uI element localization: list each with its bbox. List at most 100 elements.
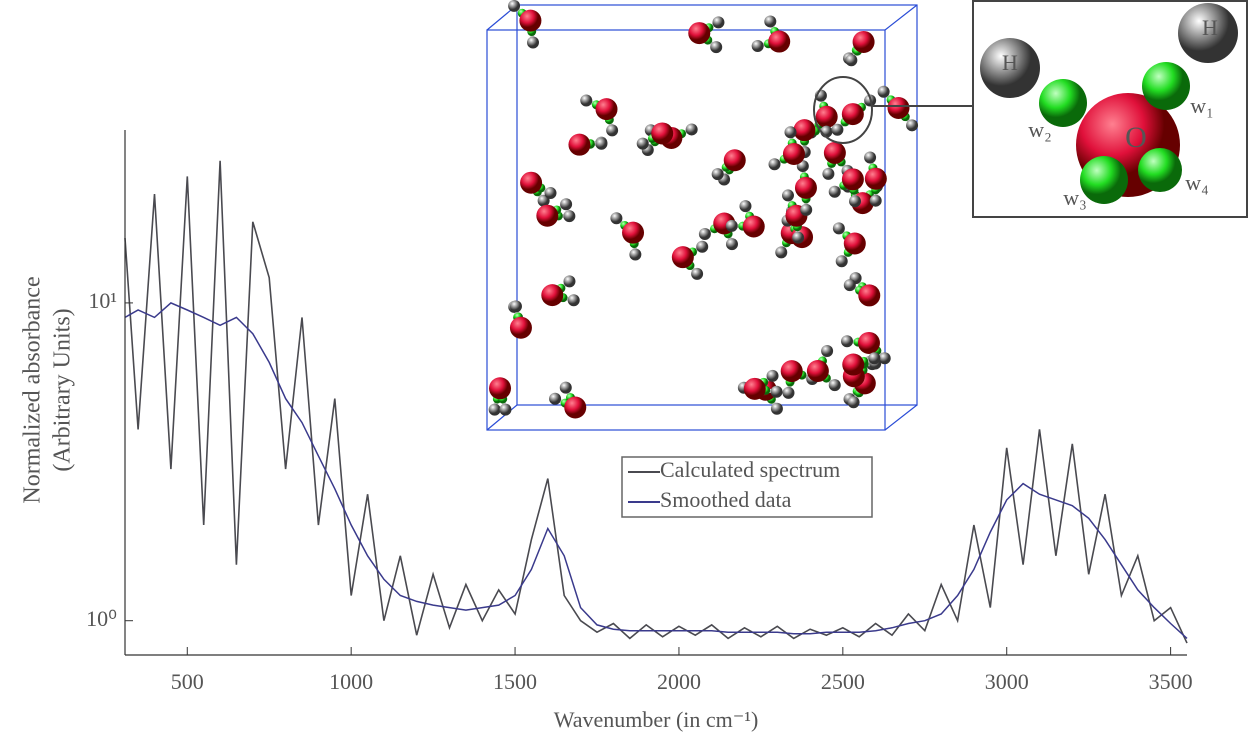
atom [864,151,877,164]
atom [841,168,864,191]
atom [595,98,618,121]
atom [712,16,725,29]
atom [878,352,891,365]
atom [685,123,698,136]
atom [489,377,512,400]
atom [559,381,572,394]
inset-box [486,4,918,431]
atom [488,403,501,416]
atom [868,352,881,365]
atom [852,30,875,53]
zoom-molecule [980,3,1238,204]
atom [519,9,542,32]
y-tick-label: 10⁰ [86,606,117,631]
atom [906,119,919,132]
atom [782,143,805,166]
atom [671,246,694,269]
x-tick-label: 3000 [985,669,1029,694]
atom [696,240,709,253]
atom [864,167,887,190]
x-axis-label: Wavenumber (in cm⁻¹) [554,707,759,732]
atom [629,248,642,261]
atom [508,0,521,12]
legend-label: Smoothed data [660,487,792,512]
atom [770,402,783,415]
atom [520,171,543,194]
atom [698,227,711,240]
atom [688,22,711,45]
atom [606,124,619,137]
atom [768,158,781,171]
y-tick-label: 10¹ [88,288,117,313]
atom [781,189,794,202]
atom [792,231,805,244]
atom-label: H [1202,15,1218,40]
atom [847,396,860,409]
atom [636,137,649,150]
atom [743,377,766,400]
atom [725,219,738,232]
atom [725,238,738,251]
atom [622,221,645,244]
atom [499,403,512,416]
site-label: w₂ [1028,117,1052,142]
atom [784,126,797,139]
atom [887,97,910,120]
atom [841,335,854,348]
atom [782,386,795,399]
atom [831,123,844,136]
atom [567,294,580,307]
atom [849,195,862,208]
atom [710,41,723,54]
atom [800,203,813,216]
site-label: w₁ [1190,93,1214,118]
atom [843,232,866,255]
atom [815,105,838,128]
atom [764,15,777,28]
atom [877,85,890,98]
atom [857,331,880,354]
atom [711,168,724,181]
x-tick-label: 1000 [329,669,373,694]
atom-label: O [1125,121,1147,154]
atom [595,137,608,150]
atom [766,369,779,382]
atom [841,103,864,126]
atom [544,187,557,200]
x-tick-label: 3500 [1149,669,1193,694]
atom [828,379,841,392]
atom [527,36,540,49]
x-tick-label: 500 [171,669,204,694]
atom [563,210,576,223]
atom [580,94,593,107]
atom [691,267,704,280]
atom [793,119,816,142]
site-label: w₃ [1063,185,1087,210]
atom [739,200,752,213]
atom [806,360,829,383]
atom [768,30,791,53]
atom [842,353,865,376]
x-tick-label: 1500 [493,669,537,694]
atom [794,176,817,199]
atom [832,222,845,235]
series-line [124,160,1188,644]
x-tick-label: 2000 [657,669,701,694]
atom [537,194,550,207]
atom [869,194,882,207]
y-axis-label: (Arbitrary Units) [50,308,76,471]
atom [563,275,576,288]
zoom-labels: H H O w₁ w₂ w₃ w₄ [1002,15,1218,210]
atom [780,360,803,383]
atom [651,122,674,145]
atom [770,385,783,398]
legend-label: Calculated spectrum [660,457,840,482]
atom [828,185,841,198]
atom [821,345,834,358]
molecules [488,0,919,419]
atom [541,284,564,307]
atom [549,392,562,405]
atom [751,39,764,52]
atom [858,284,881,307]
